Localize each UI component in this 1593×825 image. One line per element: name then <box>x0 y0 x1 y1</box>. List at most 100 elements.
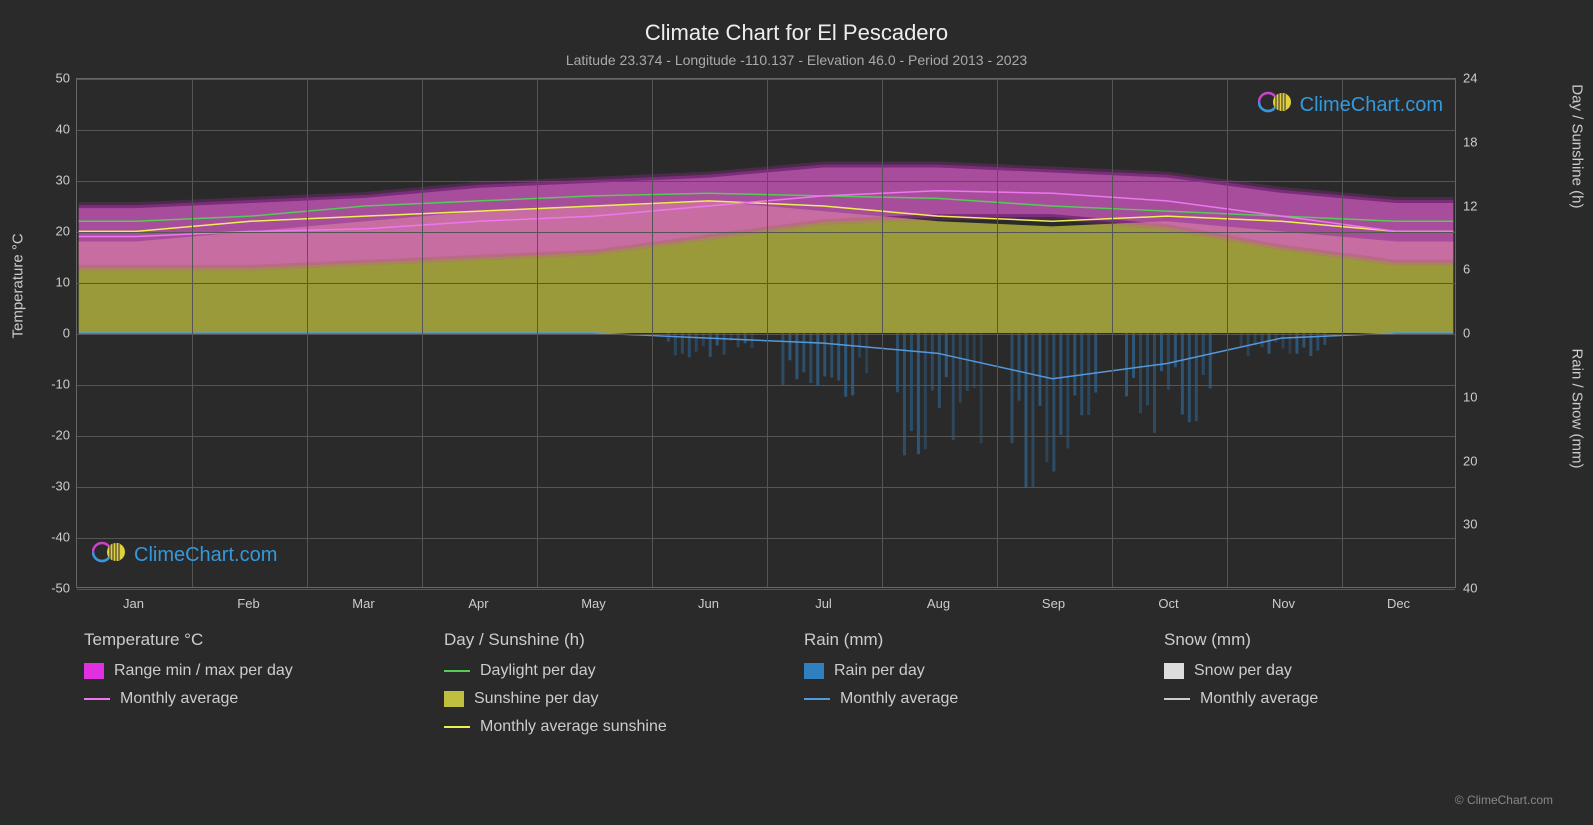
logo-icon <box>1258 88 1294 122</box>
legend-item: Rain per day <box>804 662 1124 680</box>
chart-svg <box>77 79 1455 587</box>
rain-bar <box>966 333 969 391</box>
climate-chart: Climate Chart for El Pescadero Latitude … <box>0 0 1593 825</box>
legend-item: Monthly average <box>804 690 1124 708</box>
y-axis-right-bottom-label: Rain / Snow (mm) <box>1569 348 1586 468</box>
rain-bar <box>1195 333 1198 421</box>
rain-bar <box>1038 333 1041 406</box>
rain-bar <box>1302 333 1305 348</box>
legend-item: Sunshine per day <box>444 690 764 708</box>
y-tick: 30 <box>1463 517 1477 532</box>
legend-title: Temperature °C <box>84 630 404 650</box>
rain-bar <box>952 333 955 440</box>
x-tick: Sep <box>1042 596 1065 611</box>
rain-bar <box>1181 333 1184 414</box>
legend-swatch <box>1164 663 1184 679</box>
x-axis: JanFebMarAprMayJunJulAugSepOctNovDec <box>76 588 1456 612</box>
rain-bar <box>795 333 798 379</box>
chart-subtitle: Latitude 23.374 - Longitude -110.137 - E… <box>0 46 1593 68</box>
legend-label: Range min / max per day <box>114 662 293 680</box>
rain-bar <box>1031 333 1034 488</box>
x-tick: Dec <box>1387 596 1410 611</box>
y-axis-left: -50-40-30-20-1001020304050 <box>40 78 76 588</box>
rain-bar <box>1288 333 1291 354</box>
legend-swatch <box>804 663 824 679</box>
rain-bar <box>1268 333 1271 354</box>
rain-bar <box>830 333 833 378</box>
rain-bar <box>1202 333 1205 375</box>
rain-bar <box>788 333 791 360</box>
grid-line <box>422 79 423 587</box>
y-tick: 12 <box>1463 198 1477 213</box>
x-tick: Oct <box>1158 596 1178 611</box>
rain-bar <box>1011 333 1014 443</box>
legend-swatch <box>444 670 470 672</box>
x-tick: Apr <box>468 596 488 611</box>
rain-bar <box>1125 333 1128 396</box>
rain-bar <box>1316 333 1319 351</box>
x-tick: Mar <box>352 596 374 611</box>
grid-line <box>1112 79 1113 587</box>
legend-item: Snow per day <box>1164 662 1484 680</box>
rain-bar <box>903 333 906 455</box>
rain-bar <box>1018 333 1021 401</box>
legend: Temperature °C Range min / max per day Mo… <box>84 630 1484 746</box>
legend-title: Day / Sunshine (h) <box>444 630 764 650</box>
y-tick: 20 <box>1463 453 1477 468</box>
x-tick: Jul <box>815 596 832 611</box>
rain-bar <box>695 333 698 352</box>
rain-bar <box>896 333 899 392</box>
legend-label: Monthly average <box>120 690 238 708</box>
rain-bar <box>1066 333 1069 448</box>
rain-bar <box>1052 333 1055 472</box>
legend-label: Daylight per day <box>480 662 596 680</box>
rain-bar <box>1073 333 1076 395</box>
grid-line <box>882 79 883 587</box>
rain-bar <box>681 333 684 354</box>
grid-line <box>77 181 1455 182</box>
y-tick: 20 <box>56 224 70 239</box>
rain-bar <box>816 333 819 386</box>
y-tick: 40 <box>56 122 70 137</box>
grid-line <box>192 79 193 587</box>
legend-title: Rain (mm) <box>804 630 1124 650</box>
grid-line <box>77 334 1455 335</box>
y-tick: 50 <box>56 71 70 86</box>
y-tick: 40 <box>1463 581 1477 596</box>
legend-label: Monthly average sunshine <box>480 718 667 736</box>
rain-bar <box>931 333 934 390</box>
rain-bar <box>1261 333 1264 347</box>
legend-day: Day / Sunshine (h) Daylight per day Sunsh… <box>444 630 764 746</box>
legend-snow: Snow (mm) Snow per dayMonthly average <box>1164 630 1484 746</box>
grid-line <box>767 79 768 587</box>
rain-bar <box>1139 333 1142 413</box>
legend-temp: Temperature °C Range min / max per day Mo… <box>84 630 404 746</box>
legend-label: Snow per day <box>1194 662 1292 680</box>
rain-bar <box>1146 333 1149 405</box>
rain-bar <box>938 333 941 408</box>
grid-line <box>77 130 1455 131</box>
legend-item: Monthly average <box>84 690 404 708</box>
y-tick: -30 <box>51 479 70 494</box>
legend-label: Monthly average <box>1200 690 1318 708</box>
rain-bar <box>865 333 868 373</box>
legend-item: Monthly average sunshine <box>444 718 764 736</box>
rain-bar <box>1094 333 1097 393</box>
y-tick: 18 <box>1463 134 1477 149</box>
rain-bar <box>910 333 913 431</box>
x-tick: Nov <box>1272 596 1295 611</box>
grid-line <box>77 436 1455 437</box>
x-tick: Feb <box>237 596 259 611</box>
y-axis-left-label: Temperature °C <box>10 233 27 338</box>
rain-bar <box>1160 333 1163 371</box>
rain-bar <box>709 333 712 357</box>
grid-line <box>77 385 1455 386</box>
rain-bar <box>1132 333 1135 378</box>
grid-line <box>1342 79 1343 587</box>
rain-bar <box>1045 333 1048 462</box>
rain-bar <box>1240 333 1243 347</box>
y-tick: 0 <box>1463 326 1470 341</box>
grid-line <box>77 232 1455 233</box>
x-tick: Jan <box>123 596 144 611</box>
legend-label: Sunshine per day <box>474 690 599 708</box>
